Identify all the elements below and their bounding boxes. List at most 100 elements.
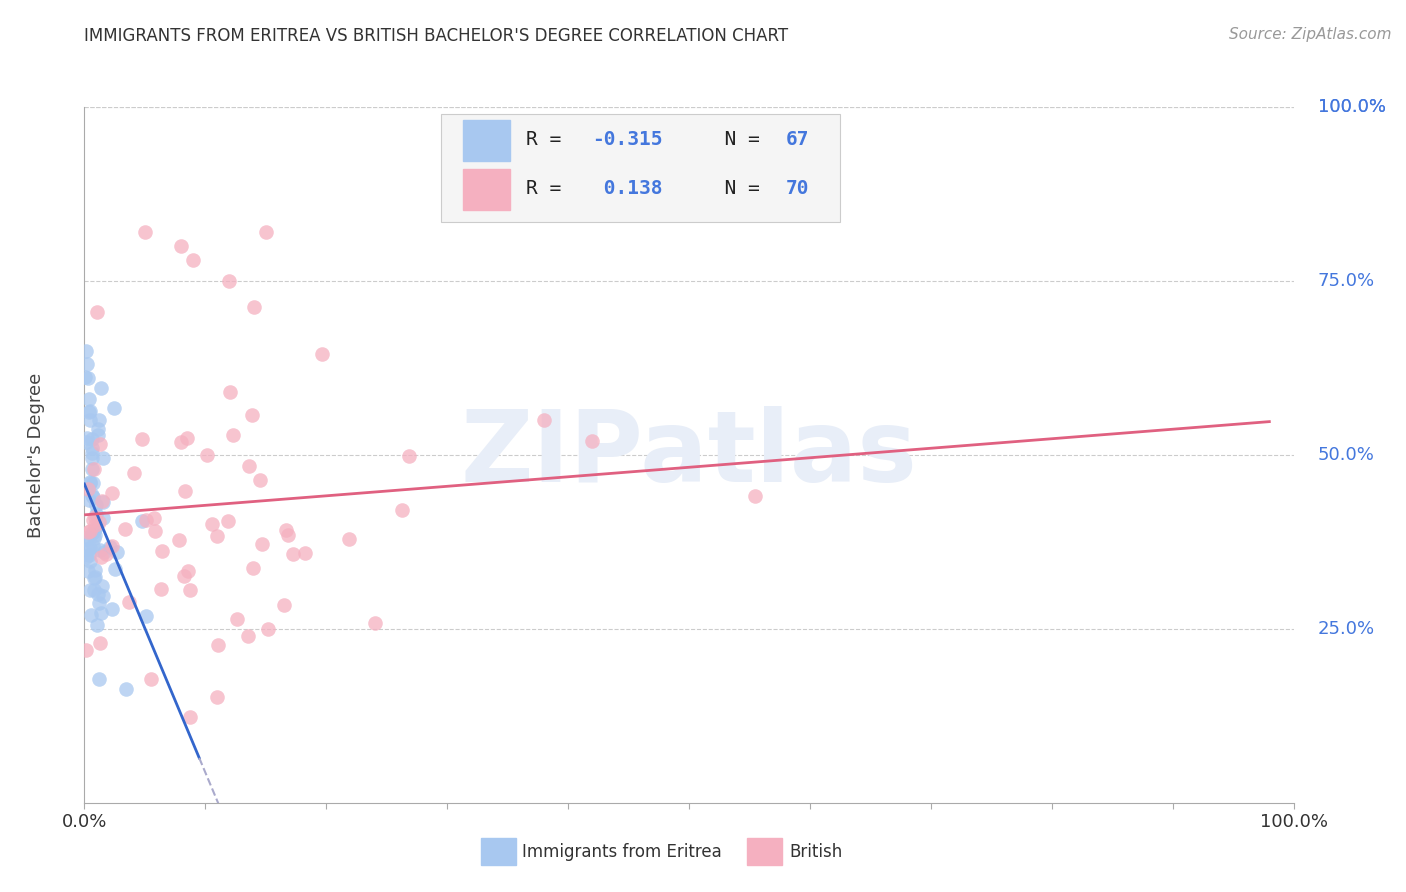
Point: [105, 544, 128, 558]
Point: [87, 515, 110, 529]
Point: [75, 370, 97, 384]
Point: [77, 405, 100, 419]
Point: [242, 561, 264, 575]
Point: [218, 274, 240, 288]
Point: [131, 432, 153, 446]
Point: [115, 681, 138, 696]
Point: [181, 253, 204, 268]
Point: [135, 512, 157, 526]
Point: [82, 491, 104, 505]
Point: [174, 484, 197, 499]
Point: [77, 548, 100, 562]
Point: [90, 381, 112, 395]
Point: [77, 542, 100, 557]
Point: [79, 554, 101, 568]
Point: [87, 421, 110, 435]
Point: [170, 434, 193, 449]
Point: [273, 599, 295, 613]
Point: [398, 449, 420, 463]
Point: [205, 690, 228, 704]
Point: [75, 533, 97, 547]
Text: R =: R =: [526, 178, 572, 198]
Point: [176, 565, 198, 579]
Point: [179, 582, 201, 597]
Point: [205, 529, 228, 543]
Point: [173, 569, 195, 583]
Text: N =: N =: [702, 130, 772, 149]
Point: [170, 239, 193, 253]
Point: [82, 475, 104, 490]
Point: [79, 582, 101, 597]
Point: [96, 547, 118, 561]
Text: 100.0%: 100.0%: [1317, 98, 1386, 116]
Text: 50.0%: 50.0%: [1317, 446, 1375, 464]
Point: [82, 442, 104, 456]
Point: [101, 486, 124, 500]
Point: [122, 466, 145, 480]
Point: [98, 540, 121, 554]
Point: [277, 528, 299, 542]
Point: [83, 570, 105, 584]
Point: [139, 672, 162, 686]
Point: [83, 531, 105, 545]
Text: Immigrants from Eritrea: Immigrants from Eritrea: [522, 843, 721, 861]
Point: [84, 507, 107, 521]
Point: [80, 526, 103, 541]
Point: [75, 343, 97, 358]
Point: [80, 607, 103, 622]
Point: [89, 436, 111, 450]
Text: Bachelor's Degree: Bachelor's Degree: [27, 372, 45, 538]
Point: [82, 432, 104, 446]
Point: [79, 413, 101, 427]
Point: [91, 510, 114, 524]
FancyBboxPatch shape: [747, 838, 782, 865]
Point: [91, 589, 114, 603]
Point: [250, 536, 273, 550]
Point: [77, 564, 100, 578]
Text: R =: R =: [526, 130, 572, 149]
Point: [83, 462, 105, 476]
Point: [82, 450, 104, 465]
Point: [391, 503, 413, 517]
Point: [242, 300, 264, 314]
Point: [236, 629, 259, 643]
Point: [195, 448, 218, 462]
Point: [114, 522, 136, 536]
Point: [77, 392, 100, 407]
Point: [79, 403, 101, 417]
FancyBboxPatch shape: [463, 120, 510, 161]
Point: [254, 225, 277, 239]
Point: [134, 225, 156, 239]
FancyBboxPatch shape: [441, 114, 841, 222]
Point: [83, 509, 105, 524]
Point: [86, 618, 108, 632]
Point: [82, 488, 104, 502]
Point: [179, 710, 201, 724]
Point: [84, 517, 107, 532]
Point: [90, 579, 112, 593]
Point: [103, 561, 125, 575]
Point: [83, 571, 105, 585]
Point: [176, 431, 198, 445]
Text: ZIPatlas: ZIPatlas: [461, 407, 917, 503]
Point: [87, 413, 110, 427]
Point: [240, 408, 263, 422]
Point: [218, 384, 240, 399]
Text: 67: 67: [786, 130, 810, 149]
Text: Source: ZipAtlas.com: Source: ZipAtlas.com: [1229, 27, 1392, 42]
Point: [87, 673, 110, 687]
Point: [83, 524, 105, 538]
Point: [83, 582, 105, 597]
Point: [238, 458, 260, 473]
Point: [79, 524, 101, 539]
Point: [276, 523, 298, 537]
Point: [281, 547, 304, 561]
Point: [79, 493, 101, 508]
Point: [249, 473, 271, 487]
FancyBboxPatch shape: [463, 169, 510, 210]
Text: -0.315: -0.315: [592, 130, 662, 149]
Point: [167, 533, 190, 547]
Point: [257, 622, 280, 636]
Point: [82, 513, 104, 527]
Point: [226, 612, 249, 626]
